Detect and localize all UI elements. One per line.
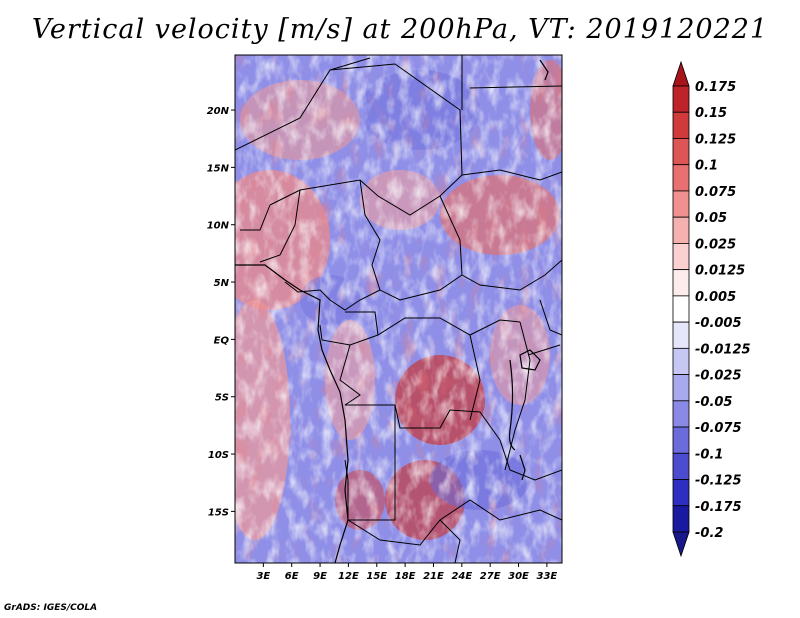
velocity-field bbox=[235, 55, 562, 563]
lon-tick-label: 3E bbox=[256, 571, 270, 582]
colorbar-label: -0.125 bbox=[695, 474, 742, 489]
colorbar-swatch bbox=[672, 269, 690, 297]
plot-frame bbox=[234, 54, 563, 564]
colorbar-label: -0.075 bbox=[695, 421, 742, 436]
lon-tick-label: 24E bbox=[451, 571, 472, 582]
colorbar-swatch bbox=[672, 479, 690, 507]
colorbar-label: 0.025 bbox=[695, 237, 736, 252]
lon-tick-label: 15E bbox=[366, 571, 387, 582]
colorbar-swatch bbox=[672, 216, 690, 244]
colorbar-label: 0.075 bbox=[695, 185, 736, 200]
colorbar-swatch bbox=[672, 190, 690, 218]
colorbar-label: -0.005 bbox=[695, 316, 742, 331]
lon-tick-label: 21E bbox=[423, 571, 444, 582]
colorbar-label: 0.1 bbox=[695, 159, 718, 174]
lon-tick-label: 6E bbox=[285, 571, 299, 582]
colorbar-label: -0.025 bbox=[695, 369, 742, 384]
lon-tick-label: 12E bbox=[338, 571, 359, 582]
lon-tick-label: 27E bbox=[480, 571, 501, 582]
country-borders bbox=[235, 55, 562, 563]
lat-tick-label: 20N bbox=[207, 106, 230, 117]
colorbar-label: 0.125 bbox=[695, 132, 736, 147]
lat-tick-label: 5N bbox=[214, 278, 230, 289]
colorbar-label: 0.05 bbox=[695, 211, 727, 226]
lat-tick-label: EQ bbox=[214, 335, 230, 346]
colorbar-swatch bbox=[672, 164, 690, 192]
colorbar-swatch bbox=[672, 295, 690, 323]
grads-credit: GrADS: IGES/COLA bbox=[4, 603, 98, 613]
colorbar-label: -0.05 bbox=[695, 395, 732, 410]
lon-tick-label: 9E bbox=[313, 571, 327, 582]
colorbar-swatch bbox=[672, 111, 690, 139]
colorbar-swatch bbox=[672, 531, 690, 558]
colorbar-label: -0.2 bbox=[695, 526, 723, 541]
colorbar-label: 0.15 bbox=[695, 106, 727, 121]
colorbar-label: 0.175 bbox=[695, 80, 736, 95]
latitude-axis: 20N 15N 10N 5N EQ 5S 10S 15S bbox=[207, 106, 235, 518]
colorbar-label: -0.0125 bbox=[695, 342, 751, 357]
colorbar-swatch bbox=[672, 347, 690, 375]
colorbar-swatch bbox=[672, 505, 690, 533]
colorbar-label: 0.0125 bbox=[695, 264, 745, 279]
colorbar-label: -0.175 bbox=[695, 500, 742, 515]
colorbar-swatch bbox=[672, 138, 690, 166]
colorbar-label: 0.005 bbox=[695, 290, 736, 305]
colorbar-swatch bbox=[672, 426, 690, 454]
lon-tick-label: 18E bbox=[395, 571, 416, 582]
lat-tick-label: 15S bbox=[208, 507, 229, 518]
lat-tick-label: 10S bbox=[208, 450, 229, 461]
chart-title: Vertical velocity [m/s] at 200hPa, VT: 2… bbox=[31, 14, 769, 45]
coastlines-and-lakes bbox=[235, 59, 549, 564]
colorbar-label: -0.1 bbox=[695, 447, 723, 462]
lat-tick-label: 5S bbox=[215, 393, 229, 404]
colorbar-swatch bbox=[672, 452, 690, 480]
colorbar-swatch bbox=[672, 60, 690, 87]
colorbar-swatch bbox=[672, 243, 690, 271]
colorbar-swatch bbox=[672, 85, 690, 113]
lat-tick-label: 15N bbox=[207, 163, 230, 174]
colorbar-swatch bbox=[672, 321, 690, 349]
colorbar-swatch bbox=[672, 400, 690, 428]
lon-tick-label: 30E bbox=[508, 571, 529, 582]
lon-tick-label: 33E bbox=[537, 571, 558, 582]
colorbar-swatch bbox=[672, 374, 690, 402]
lat-tick-label: 10N bbox=[207, 221, 230, 232]
longitude-axis: 3E 6E 9E 12E 15E 18E 21E 24E 27E 30E 33E bbox=[256, 563, 557, 582]
